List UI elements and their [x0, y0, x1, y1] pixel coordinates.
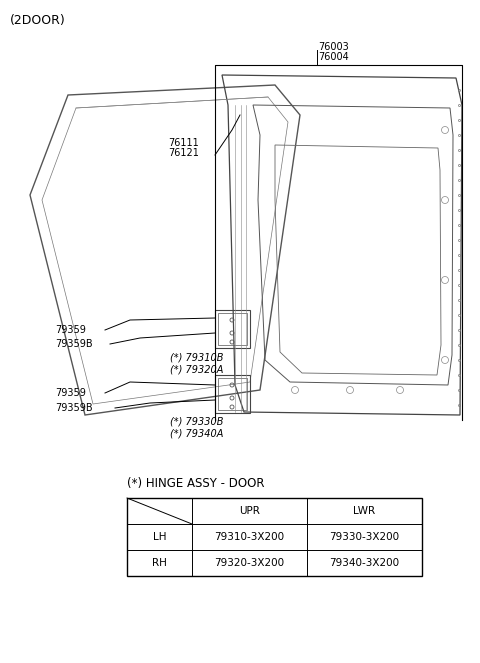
Text: RH: RH	[152, 558, 167, 568]
Text: 79310-3X200: 79310-3X200	[215, 532, 285, 542]
Text: 79359: 79359	[55, 325, 86, 335]
Text: 76121: 76121	[168, 148, 199, 158]
Text: 76111: 76111	[168, 138, 199, 148]
Text: (*) 79310B: (*) 79310B	[170, 352, 224, 362]
Text: 79359B: 79359B	[55, 339, 93, 349]
Text: (*) 79320A: (*) 79320A	[170, 364, 223, 374]
Text: LWR: LWR	[353, 506, 375, 516]
Text: (2DOOR): (2DOOR)	[10, 14, 66, 27]
Text: 79359: 79359	[55, 388, 86, 398]
Text: 79340-3X200: 79340-3X200	[329, 558, 399, 568]
Text: 76003: 76003	[318, 42, 349, 52]
Text: UPR: UPR	[239, 506, 260, 516]
Bar	[215, 310, 250, 348]
Bar	[215, 375, 250, 413]
Bar	[218, 313, 247, 345]
Bar	[127, 498, 422, 576]
Text: LH: LH	[153, 532, 166, 542]
Text: 79320-3X200: 79320-3X200	[215, 558, 285, 568]
Text: (*) 79330B: (*) 79330B	[170, 417, 224, 427]
Text: (*) HINGE ASSY - DOOR: (*) HINGE ASSY - DOOR	[127, 477, 264, 490]
Bar	[218, 378, 247, 410]
Text: 76004: 76004	[318, 52, 349, 62]
Text: (*) 79340A: (*) 79340A	[170, 429, 223, 439]
Text: 79330-3X200: 79330-3X200	[329, 532, 399, 542]
Text: 79359B: 79359B	[55, 403, 93, 413]
